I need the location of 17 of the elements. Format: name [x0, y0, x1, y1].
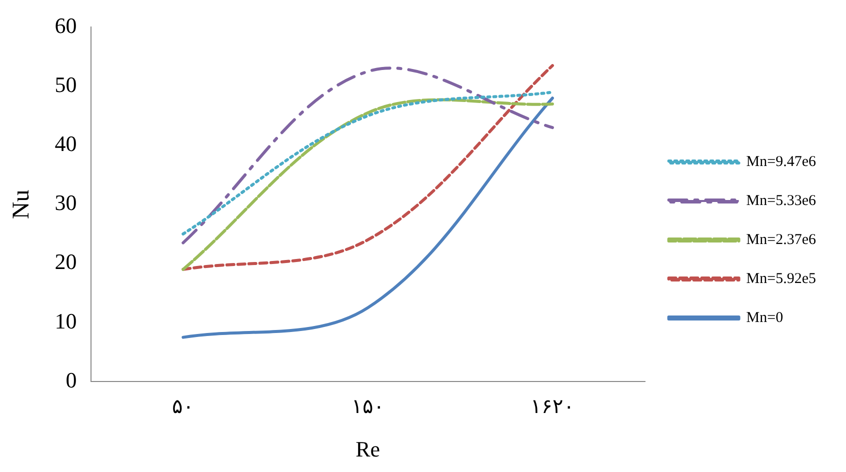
y-tick-label: 60 [54, 12, 77, 38]
y-tick-label: 40 [54, 131, 77, 156]
x-tick-label: ۱۶۲۰ [530, 396, 574, 418]
y-tick-label: 10 [54, 308, 77, 334]
legend-label: Mn=2.37e6 [746, 232, 816, 248]
y-axis-title: Nu [8, 190, 35, 220]
x-tick-label: ۵۰ [172, 396, 194, 418]
x-axis-title: Re [356, 436, 380, 462]
y-tick-label: 50 [54, 72, 77, 98]
y-tick-label: 20 [54, 249, 77, 274]
y-tick-label: 0 [66, 367, 77, 392]
legend-label: Mn=0 [746, 310, 784, 326]
legend-label: Mn=9.47e6 [746, 154, 816, 170]
legend-label: Mn=5.33e6 [746, 192, 816, 209]
x-tick-label: ۱۵۰ [351, 396, 384, 418]
y-tick-label: 30 [54, 190, 77, 216]
legend-label: Mn=5.92e5 [746, 270, 816, 287]
